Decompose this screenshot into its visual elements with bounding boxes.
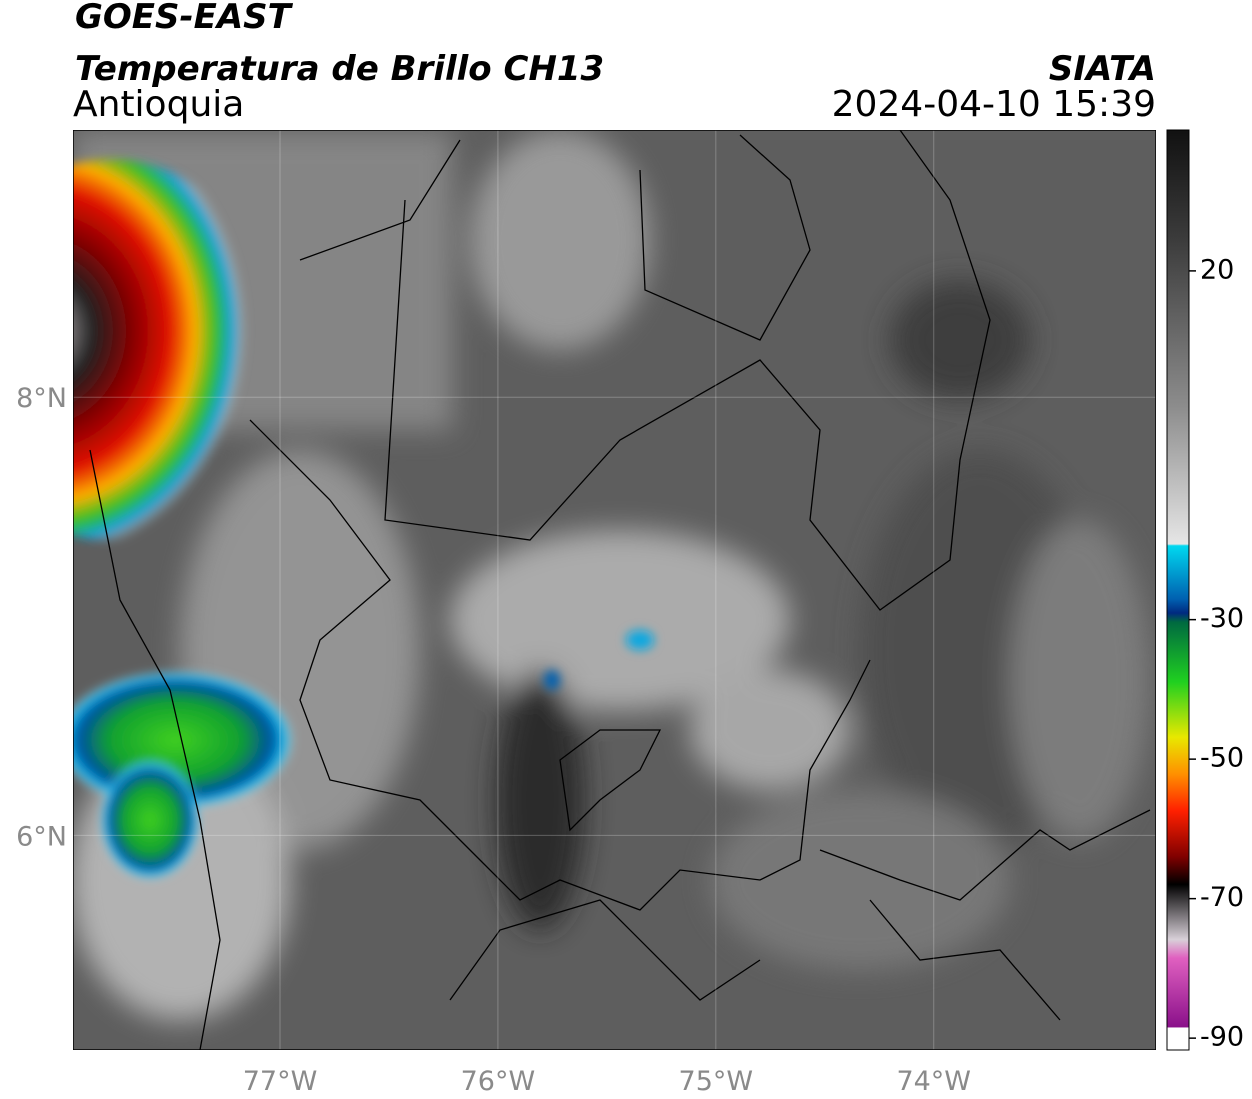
lat-tick-label: 6°N [16, 821, 67, 852]
lon-tick-label: 77°W [243, 1066, 318, 1097]
lon-tick-label: 74°W [896, 1066, 971, 1097]
colorbar-tick-label: -50 [1200, 743, 1244, 774]
satellite-image [73, 130, 1156, 1050]
lon-tick-label: 76°W [461, 1066, 536, 1097]
datetime: 2024-04-10 15:39 [832, 84, 1156, 125]
colorbar-tick-label: -90 [1200, 1022, 1244, 1053]
colorbar-tick-label: 20 [1200, 254, 1234, 285]
satellite: GOES-EAST [75, 0, 294, 37]
region: Antioquia [73, 84, 244, 125]
lat-tick-label: 8°N [16, 383, 67, 414]
source: SIATA [1049, 49, 1156, 89]
lon-tick-label: 75°W [679, 1066, 754, 1097]
colorbar [1166, 129, 1190, 1051]
product: Temperatura de Brillo CH13 [75, 49, 604, 89]
colorbar-tick-label: -30 [1200, 603, 1244, 634]
colorbar-tick-label: -70 [1200, 882, 1244, 913]
